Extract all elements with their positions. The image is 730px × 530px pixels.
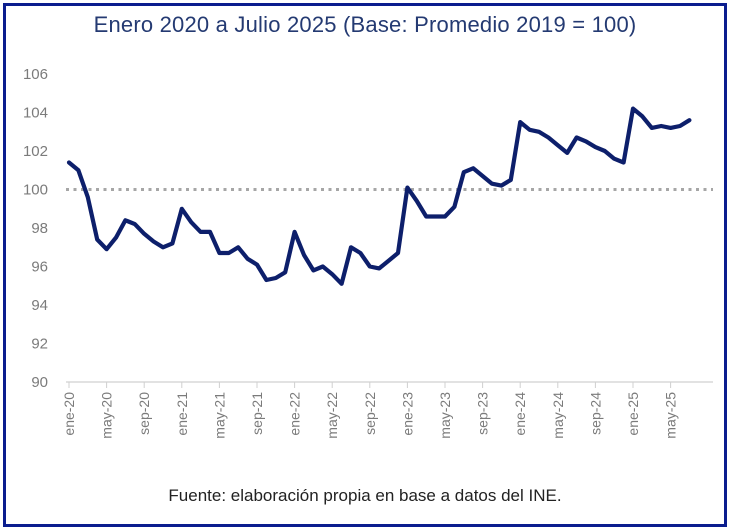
y-tick-label: 104 — [23, 105, 48, 122]
x-tick-label: ene-24 — [512, 392, 528, 436]
axes — [66, 188, 713, 383]
x-tick-label: may-22 — [324, 392, 340, 439]
x-tick-label: sep-23 — [475, 392, 491, 435]
y-tick-label: 102 — [23, 143, 48, 160]
x-tick-label: may-23 — [437, 392, 453, 439]
x-axis-ticks: ene-20 may-20 sep-20 ene-21 may-21 sep-21 ene-… — [61, 382, 679, 439]
x-tick-label: may-25 — [663, 392, 679, 439]
x-tick-label: sep-24 — [587, 392, 603, 435]
x-tick-label: ene-25 — [625, 392, 641, 436]
y-tick-label: 100 — [23, 182, 48, 199]
x-tick-label: ene-20 — [61, 392, 77, 436]
x-tick-label: sep-21 — [249, 392, 265, 435]
series — [66, 106, 692, 286]
x-tick-label: ene-23 — [399, 392, 415, 436]
x-tick-label: sep-22 — [362, 392, 378, 435]
x-tick-label: may-21 — [211, 392, 227, 439]
line-chart: 90 92 94 96 98 100 102 104 106 ene-20 may-20 sep-2… — [23, 66, 713, 439]
chart-frame: Enero 2020 a Julio 2025 (Base: Promedio … — [3, 3, 727, 527]
x-tick-label: ene-22 — [287, 392, 303, 436]
series-line — [66, 106, 692, 286]
x-tick-label: may-20 — [99, 392, 115, 439]
y-tick-label: 94 — [31, 297, 48, 314]
x-tick-label: ene-21 — [174, 392, 190, 436]
y-tick-label: 106 — [23, 66, 48, 83]
y-axis-ticks: 90 92 94 96 98 100 102 104 106 — [23, 66, 48, 391]
y-tick-label: 98 — [31, 220, 48, 237]
source-note: Fuente: elaboración propia en base a dat… — [168, 486, 562, 505]
y-tick-label: 92 — [31, 336, 48, 353]
chart-title: Enero 2020 a Julio 2025 (Base: Promedio … — [93, 12, 637, 37]
x-tick-label: may-24 — [550, 392, 566, 439]
y-tick-label: 90 — [31, 374, 48, 391]
y-tick-label: 96 — [31, 259, 48, 276]
x-tick-label: sep-20 — [136, 392, 152, 435]
